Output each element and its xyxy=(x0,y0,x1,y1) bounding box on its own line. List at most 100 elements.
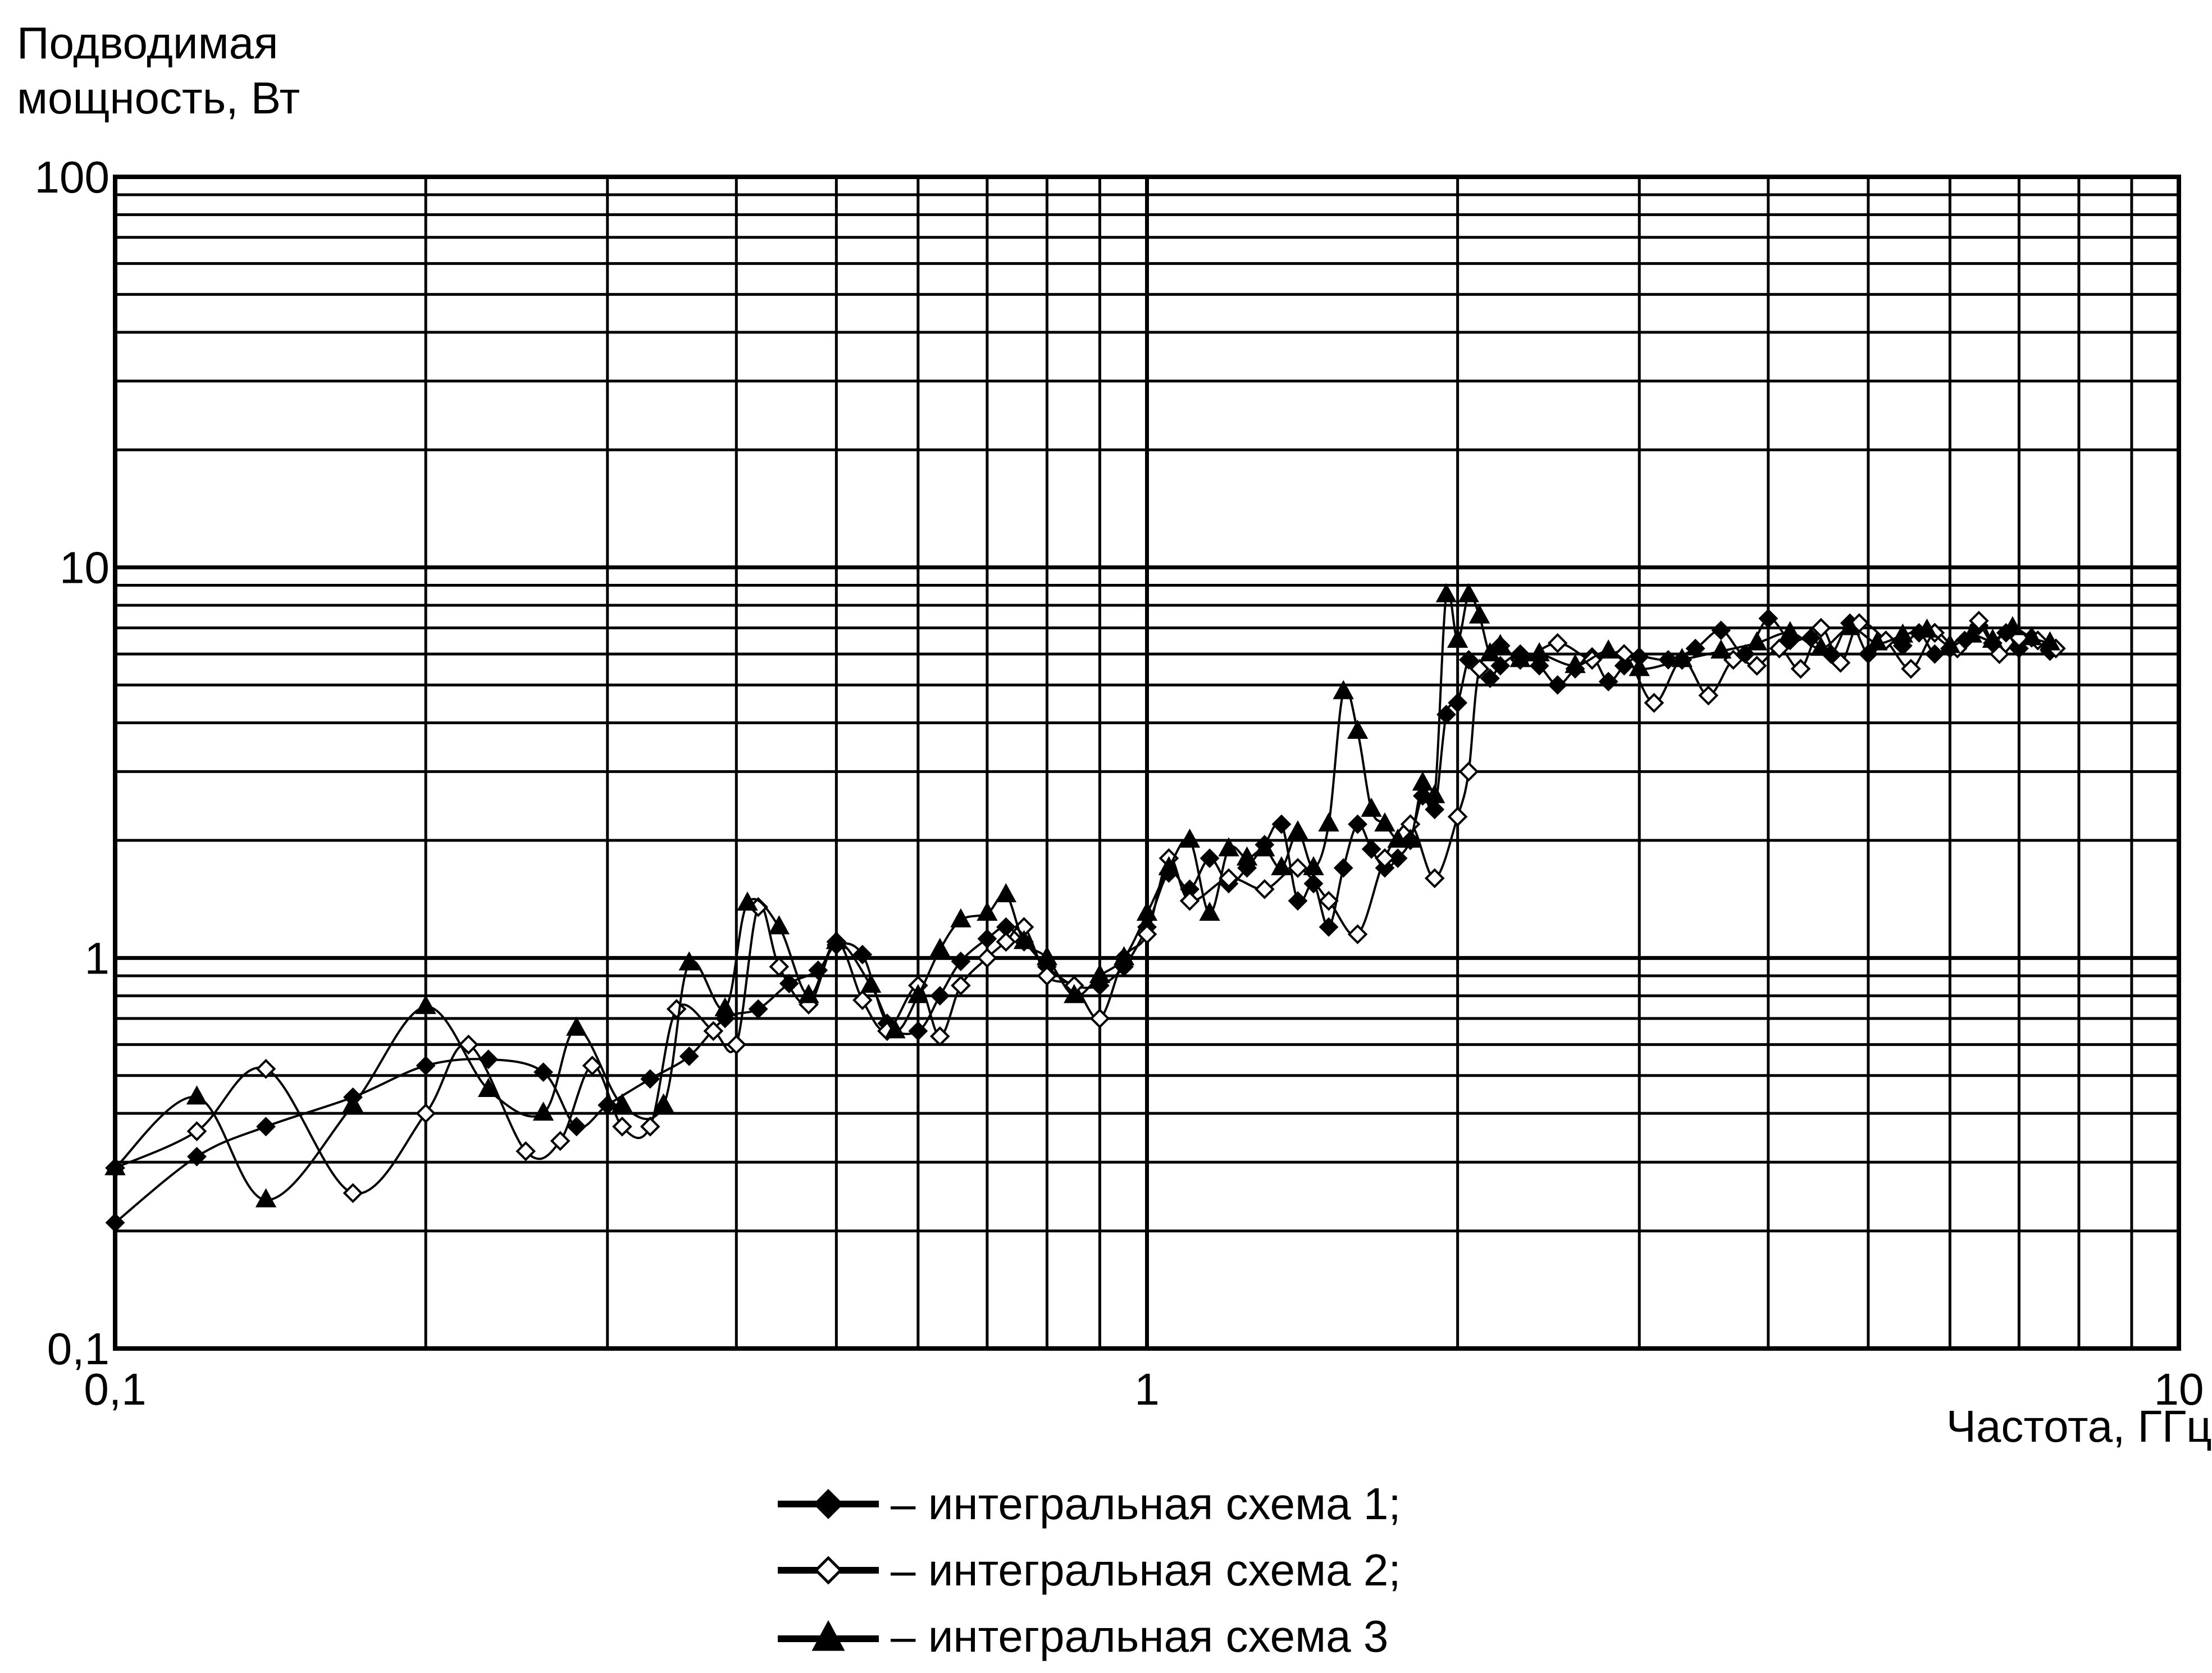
data-point-series-3 xyxy=(1629,657,1650,676)
data-point-series-1 xyxy=(1758,609,1778,629)
data-point-series-2 xyxy=(1547,633,1568,653)
data-point-series-1 xyxy=(1480,668,1500,688)
data-point-series-3 xyxy=(565,1016,587,1036)
data-point-series-2 xyxy=(1319,890,1339,911)
legend: – интегральная схема 1; – интегральная с… xyxy=(775,1471,1401,1670)
data-point-series-1 xyxy=(1361,839,1381,859)
data-point-series-2 xyxy=(416,1103,436,1123)
data-point-series-3 xyxy=(1399,828,1421,848)
data-point-series-1 xyxy=(1200,848,1220,869)
data-point-series-2 xyxy=(1037,966,1057,986)
data-point-series-3 xyxy=(1780,621,1801,641)
legend-label: – интегральная схема 3 xyxy=(891,1611,1389,1661)
data-point-series-3 xyxy=(1961,623,1982,643)
data-point-series-2 xyxy=(582,1055,603,1076)
data-point-series-1 xyxy=(1333,858,1353,878)
data-point-series-3 xyxy=(714,997,736,1017)
data-point-series-1 xyxy=(1598,671,1618,692)
data-point-series-2 xyxy=(1790,659,1811,679)
data-point-series-3 xyxy=(1447,628,1468,648)
data-point-series-3 xyxy=(678,951,700,971)
plot-frame xyxy=(113,175,2181,1351)
data-point-series-3 xyxy=(1361,797,1382,817)
data-point-series-1 xyxy=(1458,650,1479,670)
data-point-series-1 xyxy=(256,1117,276,1137)
data-point-series-2 xyxy=(1644,693,1664,713)
data-point-series-2 xyxy=(951,975,971,996)
data-point-series-3 xyxy=(1013,930,1035,949)
data-point-series-3 xyxy=(1435,583,1457,602)
data-point-series-3 xyxy=(1254,837,1275,857)
data-point-series-2 xyxy=(1810,618,1831,638)
data-point-series-1 xyxy=(1319,917,1339,937)
data-point-series-3 xyxy=(1892,623,1913,643)
data-point-series-2 xyxy=(1989,644,2010,664)
data-point-series-3 xyxy=(798,984,819,1003)
legend-swatch-open-diamond xyxy=(778,1556,879,1585)
data-point-series-2 xyxy=(977,948,997,968)
legend-entry-series-1: – интегральная схема 1; xyxy=(775,1471,1401,1537)
data-point-series-2 xyxy=(1375,848,1395,869)
data-point-series-3 xyxy=(1374,812,1395,832)
data-point-series-2 xyxy=(726,1034,747,1055)
data-point-series-3 xyxy=(1424,784,1445,803)
data-point-series-2 xyxy=(640,1116,660,1137)
data-point-series-2 xyxy=(1469,659,1490,679)
x-axis-label: Частота, ГГц xyxy=(1946,1401,2212,1451)
y-tick-label: 0,1 xyxy=(47,1324,110,1374)
data-point-series-3 xyxy=(1982,628,2004,648)
data-point-series-3 xyxy=(1598,639,1619,659)
data-point-series-2 xyxy=(256,1059,276,1079)
data-point-series-3 xyxy=(1158,856,1180,876)
data-point-series-2 xyxy=(929,1026,950,1046)
x-tick-label: 1 xyxy=(1134,1364,1160,1414)
legend-entry-series-2: – интегральная схема 2; xyxy=(775,1537,1401,1603)
data-point-series-3 xyxy=(860,973,882,993)
data-point-series-1 xyxy=(977,929,997,949)
data-point-series-2 xyxy=(1698,685,1719,706)
data-point-series-2 xyxy=(666,999,687,1020)
data-point-series-3 xyxy=(1271,856,1292,876)
data-point-series-3 xyxy=(1064,984,1085,1003)
data-point-series-3 xyxy=(1671,648,1693,668)
data-point-series-2 xyxy=(769,957,790,977)
data-point-series-1 xyxy=(852,944,873,965)
y-tick-label: 10 xyxy=(60,543,110,593)
data-point-series-2 xyxy=(1089,1008,1110,1029)
data-point-series-3 xyxy=(2021,626,2042,646)
data-point-series-3 xyxy=(1179,828,1201,848)
data-point-series-3 xyxy=(1303,856,1324,876)
legend-entry-series-3: – интегральная схема 3 xyxy=(775,1603,1401,1670)
data-point-series-3 xyxy=(1287,820,1308,840)
legend-label: – интегральная схема 2; xyxy=(891,1545,1401,1595)
data-point-series-1 xyxy=(1348,814,1367,834)
data-point-series-3 xyxy=(2002,616,2023,636)
data-point-series-3 xyxy=(1089,964,1111,984)
x-tick-label: 0,1 xyxy=(84,1364,146,1414)
data-point-series-2 xyxy=(1969,610,1989,631)
data-point-series-2 xyxy=(703,1021,724,1041)
data-point-series-2 xyxy=(1746,656,1767,676)
data-point-series-3 xyxy=(884,1019,906,1039)
data-point-series-3 xyxy=(1347,719,1369,739)
data-point-series-3 xyxy=(1509,648,1531,668)
data-point-series-3 xyxy=(995,883,1017,903)
data-point-series-3 xyxy=(1036,946,1058,966)
data-point-series-2 xyxy=(458,1034,479,1055)
data-point-series-3 xyxy=(532,1101,554,1121)
data-point-series-3 xyxy=(1711,639,1732,659)
data-point-series-2 xyxy=(1219,868,1239,889)
data-point-series-1 xyxy=(598,1095,618,1115)
data-point-series-2 xyxy=(612,1116,632,1137)
data-point-series-3 xyxy=(1866,631,1888,651)
data-point-series-2 xyxy=(1830,652,1851,673)
data-point-series-3 xyxy=(342,1093,364,1113)
data-point-series-2 xyxy=(852,990,873,1011)
data-point-series-3 xyxy=(477,1077,499,1097)
data-point-series-3 xyxy=(1236,846,1258,866)
data-point-series-2 xyxy=(1447,806,1468,827)
legend-swatch-filled-triangle xyxy=(778,1620,879,1651)
data-point-series-3 xyxy=(1839,616,1860,636)
data-point-series-3 xyxy=(653,1093,674,1113)
